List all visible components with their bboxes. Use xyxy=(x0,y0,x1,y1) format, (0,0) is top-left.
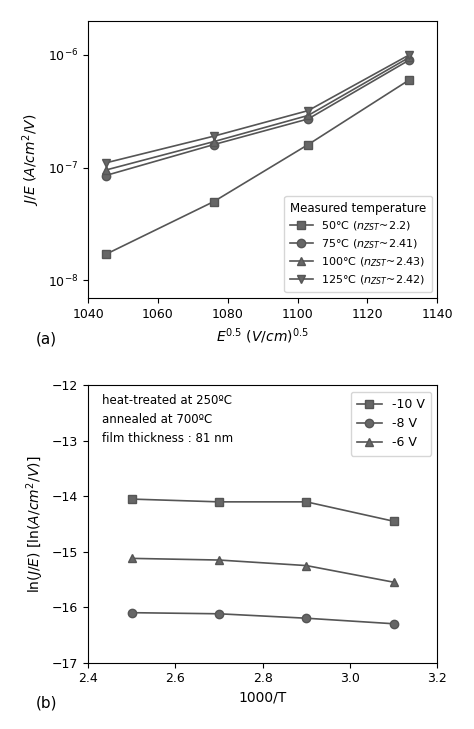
50°C ($n_{ZST}$~2.2) xyxy=(103,250,109,259)
-8 V xyxy=(391,620,397,628)
100°C ($n_{ZST}$~2.43) xyxy=(103,165,109,174)
Line: 75°C ($n_{ZST}$~2.41): 75°C ($n_{ZST}$~2.41) xyxy=(101,56,414,180)
50°C ($n_{ZST}$~2.2) xyxy=(305,140,311,149)
-8 V xyxy=(216,609,222,618)
X-axis label: 1000/T: 1000/T xyxy=(238,691,287,705)
Y-axis label: $\ln(J/E)$ $[\ln(A/cm^2/V)]$: $\ln(J/E)$ $[\ln(A/cm^2/V)]$ xyxy=(25,456,46,593)
-6 V xyxy=(391,578,397,587)
100°C ($n_{ZST}$~2.43) xyxy=(305,111,311,120)
Y-axis label: $J/E$ $(A/cm^2/V)$: $J/E$ $(A/cm^2/V)$ xyxy=(21,113,43,206)
-6 V xyxy=(216,555,222,564)
Line: -10 V: -10 V xyxy=(128,495,398,526)
Line: -8 V: -8 V xyxy=(128,609,398,628)
100°C ($n_{ZST}$~2.43) xyxy=(407,53,412,62)
75°C ($n_{ZST}$~2.41) xyxy=(407,55,412,64)
100°C ($n_{ZST}$~2.43) xyxy=(211,137,217,146)
-10 V xyxy=(129,495,135,504)
125°C ($n_{ZST}$~2.42) xyxy=(211,132,217,141)
75°C ($n_{ZST}$~2.41) xyxy=(103,171,109,180)
-10 V xyxy=(216,497,222,506)
75°C ($n_{ZST}$~2.41) xyxy=(211,140,217,149)
Text: (b): (b) xyxy=(36,695,57,711)
-6 V xyxy=(129,554,135,563)
Line: 50°C ($n_{ZST}$~2.2): 50°C ($n_{ZST}$~2.2) xyxy=(101,76,414,259)
-8 V xyxy=(129,608,135,617)
50°C ($n_{ZST}$~2.2) xyxy=(407,75,412,84)
125°C ($n_{ZST}$~2.42) xyxy=(407,50,412,59)
X-axis label: $E^{0.5}$ $(V/cm)^{0.5}$: $E^{0.5}$ $(V/cm)^{0.5}$ xyxy=(216,326,309,346)
Line: 125°C ($n_{ZST}$~2.42): 125°C ($n_{ZST}$~2.42) xyxy=(101,50,414,167)
-6 V xyxy=(303,561,309,570)
125°C ($n_{ZST}$~2.42) xyxy=(103,159,109,168)
Text: heat-treated at 250ºC
annealed at 700ºC
film thickness : 81 nm: heat-treated at 250ºC annealed at 700ºC … xyxy=(102,394,233,445)
-10 V xyxy=(303,497,309,506)
75°C ($n_{ZST}$~2.41) xyxy=(305,114,311,123)
Legend: -10 V, -8 V, -6 V: -10 V, -8 V, -6 V xyxy=(351,391,431,456)
50°C ($n_{ZST}$~2.2) xyxy=(211,197,217,206)
125°C ($n_{ZST}$~2.42) xyxy=(305,106,311,115)
Legend: 50°C ($n_{ZST}$~2.2), 75°C ($n_{ZST}$~2.41), 100°C ($n_{ZST}$~2.43), 125°C ($n_{: 50°C ($n_{ZST}$~2.2), 75°C ($n_{ZST}$~2.… xyxy=(284,196,432,292)
Line: -6 V: -6 V xyxy=(128,554,398,586)
-8 V xyxy=(303,614,309,623)
Line: 100°C ($n_{ZST}$~2.43): 100°C ($n_{ZST}$~2.43) xyxy=(101,53,414,174)
-10 V xyxy=(391,517,397,526)
Text: (a): (a) xyxy=(36,331,57,346)
